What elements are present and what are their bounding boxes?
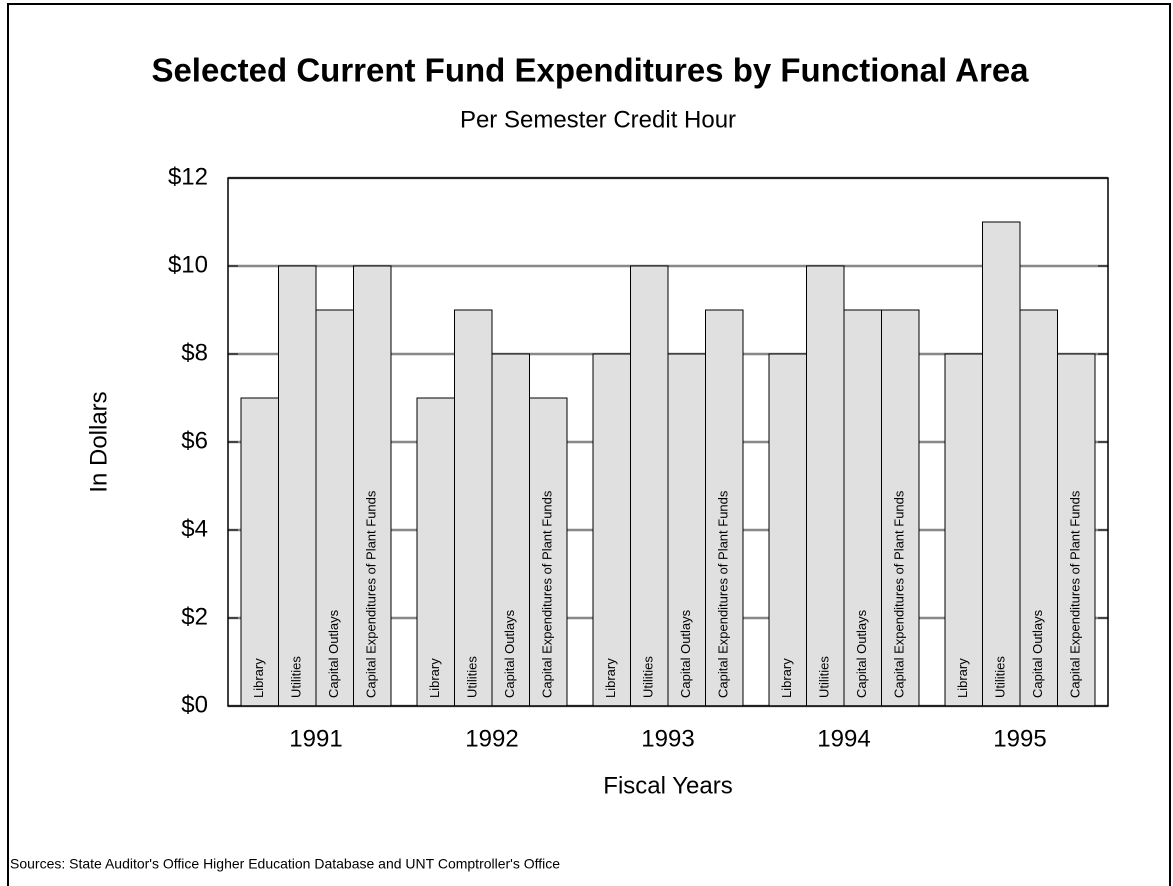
x-tick-label: 1995 (993, 725, 1046, 752)
bar-label: Capital Expenditures of Plant Funds (716, 490, 731, 698)
bar (705, 309, 744, 707)
bar (667, 353, 706, 707)
x-tick-label: 1991 (289, 725, 342, 752)
x-tick-label: 1993 (641, 725, 694, 752)
bar-label: Capital Outlays (326, 609, 341, 698)
plot-frame (227, 177, 1109, 707)
bar-label: Library (779, 658, 794, 698)
bar (806, 265, 845, 707)
y-tick-label: $8 (181, 339, 208, 366)
bar-label: Library (955, 658, 970, 698)
bar (982, 221, 1021, 707)
bar (768, 353, 807, 707)
y-tick-label: $6 (181, 427, 208, 454)
x-axis-label: Fiscal Years (603, 772, 732, 799)
bar-label: Utilities (993, 656, 1008, 698)
bar (592, 353, 631, 707)
y-tick-label: $12 (168, 163, 208, 190)
y-tick-label: $0 (181, 691, 208, 718)
x-tick-label: 1994 (817, 725, 870, 752)
bar-label: Utilities (817, 656, 832, 698)
bar-label: Utilities (465, 656, 480, 698)
bar (353, 265, 392, 707)
source-note: Sources: State Auditor's Office Higher E… (10, 856, 560, 872)
bar-label: Utilities (289, 656, 304, 698)
bar-label: Capital Outlays (678, 609, 693, 698)
bar (881, 309, 920, 707)
bar-label: Library (251, 658, 266, 698)
bar-label: Capital Expenditures of Plant Funds (1068, 490, 1083, 698)
bar (1057, 353, 1096, 707)
bar (529, 397, 568, 707)
bar-label: Capital Outlays (854, 609, 869, 698)
bar (454, 309, 493, 707)
bar-label: Capital Outlays (502, 609, 517, 698)
bar (630, 265, 669, 707)
bar-label: Utilities (641, 656, 656, 698)
bar (416, 397, 455, 707)
bar (944, 353, 983, 707)
bar-label: Capital Expenditures of Plant Funds (892, 490, 907, 698)
bar (1019, 309, 1058, 707)
bar-label: Library (427, 658, 442, 698)
chart-subtitle: Per Semester Credit Hour (460, 106, 736, 133)
y-axis-label: In Dollars (85, 391, 112, 492)
bar-label: Capital Outlays (1030, 609, 1045, 698)
y-tick-label: $10 (168, 251, 208, 278)
frame (7, 3, 1171, 886)
y-tick-label: $4 (181, 515, 208, 542)
bar-label: Capital Expenditures of Plant Funds (364, 490, 379, 698)
y-tick-label: $2 (181, 603, 208, 630)
bar (491, 353, 530, 707)
bar (278, 265, 317, 707)
bar-label: Library (603, 658, 618, 698)
x-tick-label: 1992 (465, 725, 518, 752)
bar-label: Capital Expenditures of Plant Funds (540, 490, 555, 698)
chart-title: Selected Current Fund Expenditures by Fu… (151, 52, 1029, 89)
